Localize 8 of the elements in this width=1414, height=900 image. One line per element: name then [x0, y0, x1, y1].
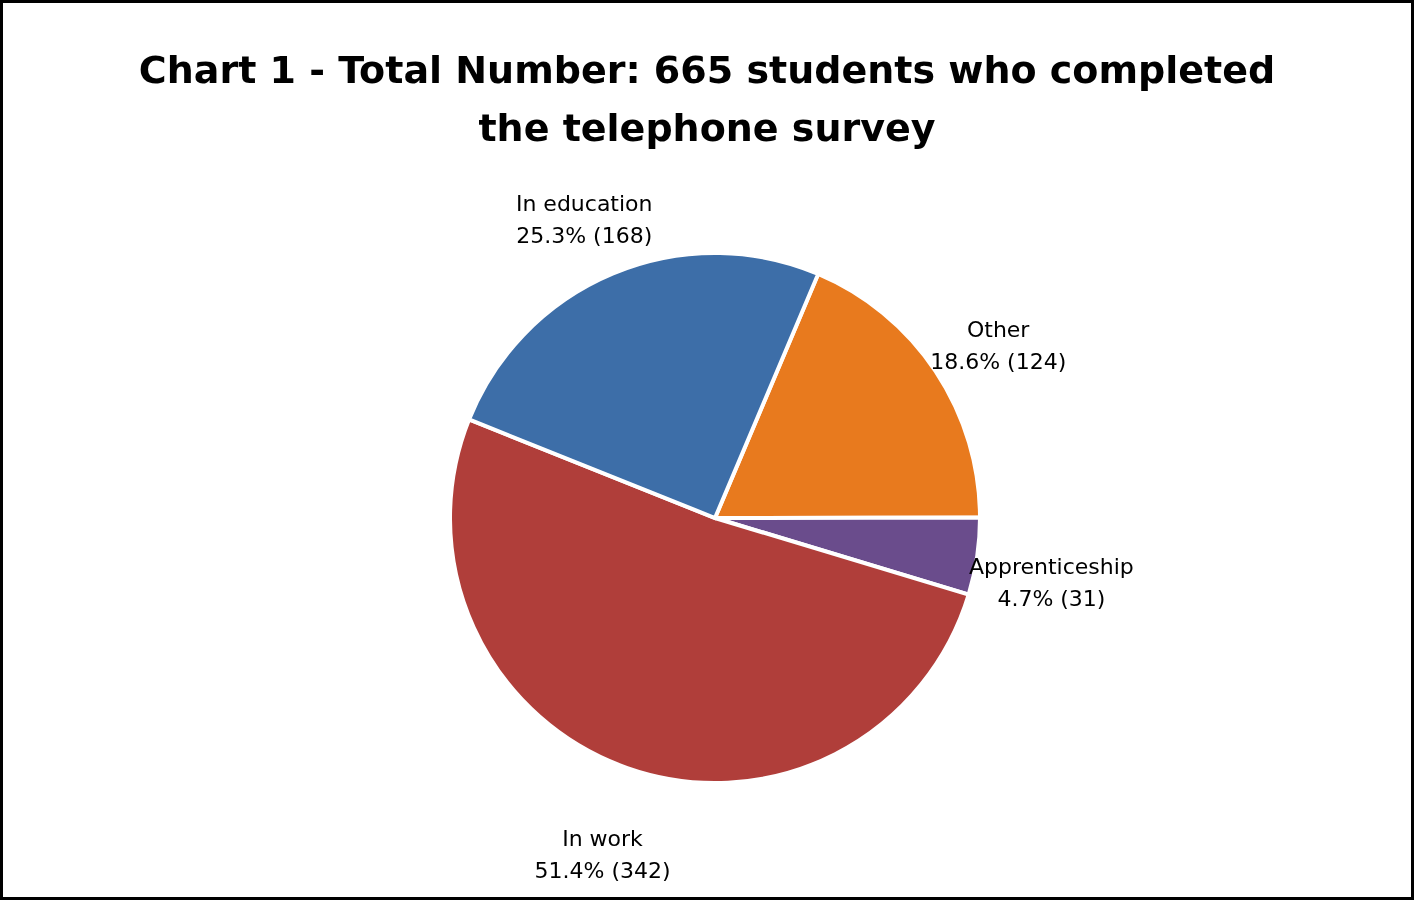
data-label: 25.3% (168) — [516, 223, 653, 249]
slice-label: In education — [515, 191, 653, 217]
slice-label: Other — [966, 316, 1031, 342]
data-label: 18.6% (124) — [930, 348, 1067, 374]
data-label: 51.4% (342) — [534, 857, 671, 883]
data-label: 4.7% (31) — [997, 586, 1106, 612]
slice-label: In work — [562, 825, 644, 851]
chart-title: Chart 1 - Total Number: 665 students who completed the telephone survey — [137, 47, 1277, 152]
